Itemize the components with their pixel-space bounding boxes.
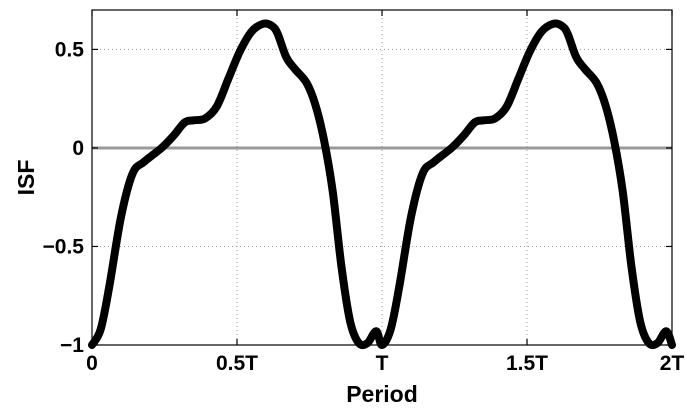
x-tick-label: 0: [86, 352, 98, 375]
y-tick-label: 0.5: [55, 38, 85, 61]
y-tick-label: −0.5: [43, 235, 85, 258]
x-tick-label: 0.5T: [216, 352, 258, 375]
y-tick-labels: −1 −0.5 0 0.5: [43, 38, 85, 357]
series-layer: [88, 19, 676, 350]
x-tick-label: 2T: [660, 352, 685, 375]
isf-series-line: [88, 19, 676, 350]
y-tick-label: 0: [72, 137, 84, 160]
grid-lines: [91, 10, 673, 346]
y-tick-label: −1: [60, 334, 84, 357]
tick-marks: [91, 10, 673, 346]
x-tick-label: 1.5T: [506, 352, 548, 375]
x-axis-label: Period: [346, 381, 418, 407]
x-tick-labels: 0 0.5T T 1.5T 2T: [86, 352, 684, 375]
x-tick-label: T: [376, 352, 389, 375]
y-axis-label: ISF: [13, 160, 39, 196]
